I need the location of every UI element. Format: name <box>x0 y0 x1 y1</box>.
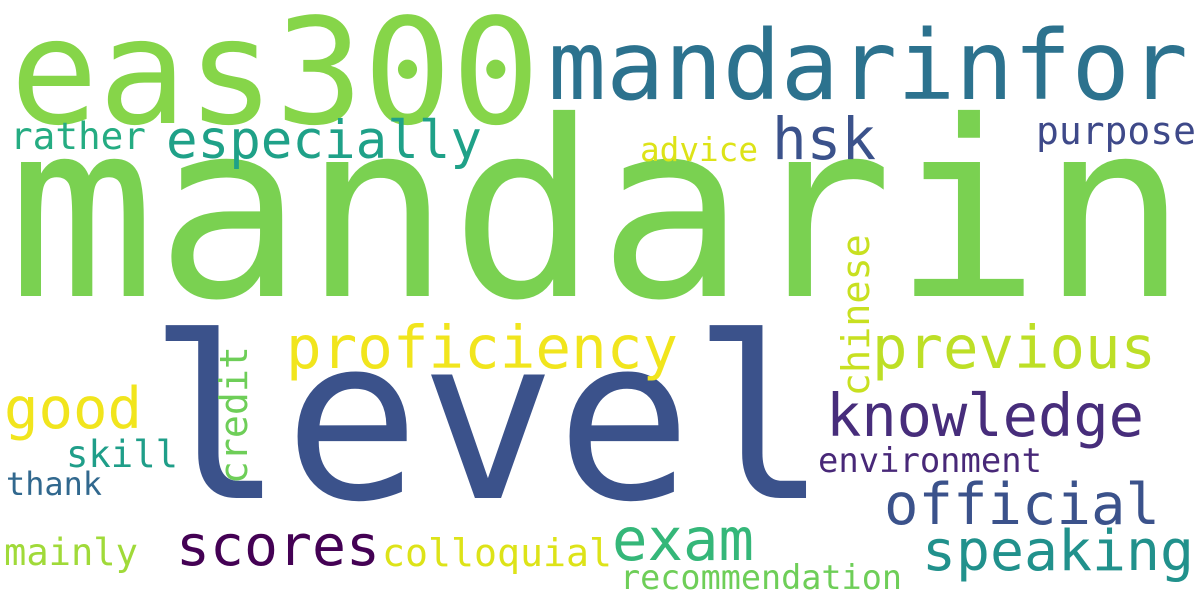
word-proficiency: proficiency <box>286 312 678 382</box>
word-especially: especially <box>166 109 482 171</box>
word-purpose: purpose <box>1035 108 1196 153</box>
word-hsk: hsk <box>772 105 876 173</box>
word-chinese: chinese <box>833 234 879 396</box>
word-thank: thank <box>6 465 102 504</box>
word-mainly: mainly <box>4 531 138 575</box>
word-speaking: speaking <box>922 519 1194 585</box>
word-recommendation: recommendation <box>620 558 902 598</box>
word-previous: previous <box>871 312 1157 382</box>
word-rather: rather <box>10 113 146 158</box>
word-exam: exam <box>612 504 754 574</box>
word-scores: scores <box>176 514 380 580</box>
word-skill: skill <box>66 432 178 477</box>
word-environment: environment <box>818 441 1042 481</box>
word-mandarin: mandarin <box>7 68 1189 354</box>
word-level: level <box>148 288 828 552</box>
word-colloquial: colloquial <box>382 531 612 576</box>
word-official: official <box>884 470 1160 538</box>
word-eas300: eas300 <box>10 0 540 158</box>
word-knowledge: knowledge <box>826 382 1144 451</box>
word-mandarinfor: mandarinfor <box>548 8 1188 122</box>
word-advice: advice <box>640 130 758 169</box>
word-credit: credit <box>212 346 257 484</box>
word-good: good <box>4 374 142 442</box>
